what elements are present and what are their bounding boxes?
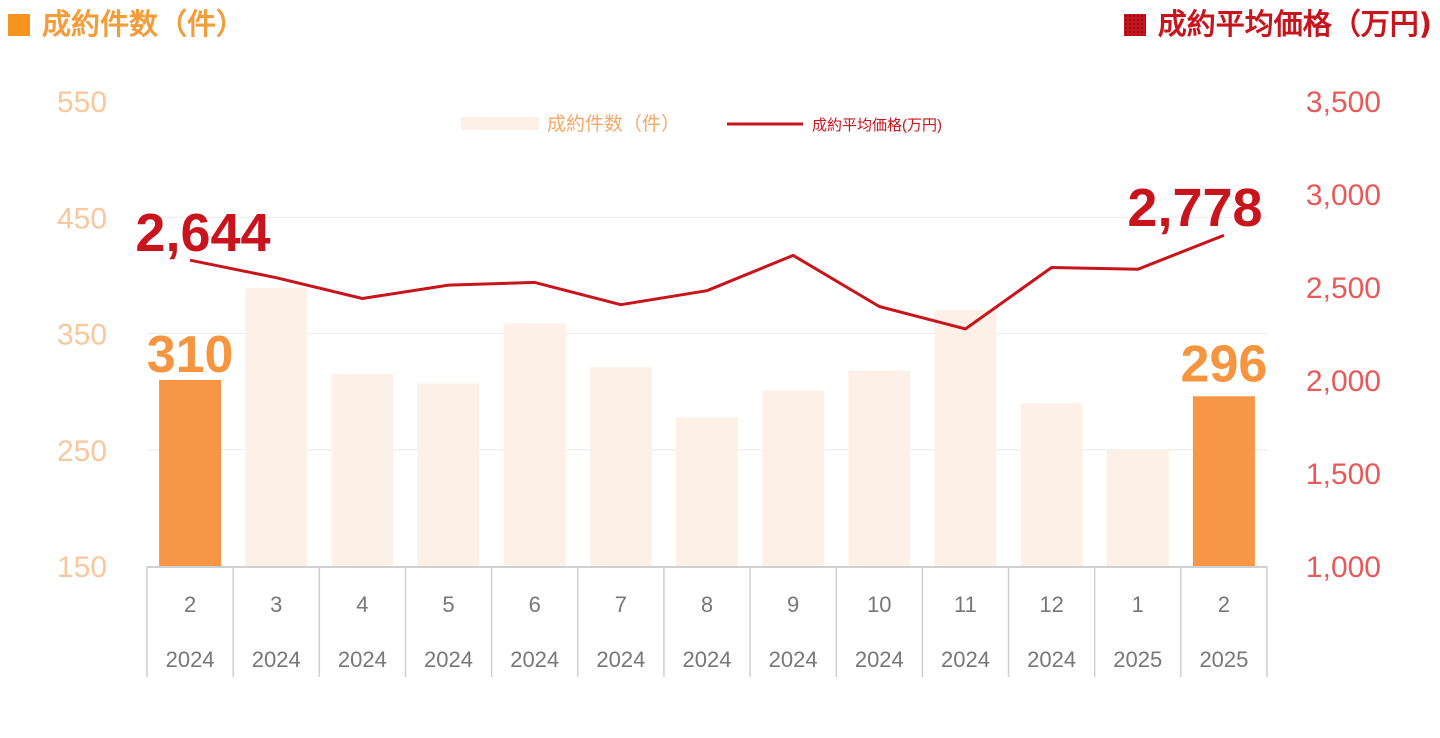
- legend-bar-swatch: [461, 117, 539, 130]
- x-tick-month: 8: [701, 592, 713, 617]
- gridlines: [147, 216, 1267, 451]
- x-tick-month: 2: [184, 592, 196, 617]
- left-tick-label: 550: [57, 86, 107, 119]
- right-tick-label: 2,500: [1306, 272, 1381, 305]
- bar: [762, 390, 825, 566]
- x-tick-month: 12: [1039, 592, 1063, 617]
- bar-callout-last: 296: [1181, 335, 1268, 393]
- x-tick-month: 7: [615, 592, 627, 617]
- x-tick-month: 3: [270, 592, 282, 617]
- bar: [417, 383, 480, 566]
- bar: [848, 370, 911, 566]
- price-line: [189, 233, 1225, 331]
- line-callout-last: 2,778: [1127, 178, 1262, 238]
- x-tick-year: 2024: [252, 647, 301, 672]
- left-tick-label: 350: [57, 319, 107, 352]
- x-tick-month: 11: [954, 592, 977, 617]
- x-tick-month: 4: [356, 592, 368, 617]
- x-tick-month: 6: [529, 592, 541, 617]
- right-axis-title-text: 成約平均価格（万円): [1157, 7, 1432, 41]
- legend-line-label: 成約平均価格(万円): [812, 117, 942, 134]
- x-tick-year: 2024: [510, 647, 559, 672]
- bar: [245, 288, 308, 566]
- right-axis-title: 成約平均価格（万円): [1123, 4, 1432, 44]
- x-tick-year: 2024: [769, 647, 818, 672]
- x-tick-year: 2024: [855, 647, 904, 672]
- x-tick-year: 2024: [1027, 647, 1076, 672]
- x-tick-month: 5: [442, 592, 454, 617]
- left-axis-title: 成約件数（件）: [8, 4, 245, 44]
- callouts: 310 296 2,644 2,778: [135, 178, 1267, 393]
- bar: [934, 310, 997, 566]
- right-tick-label: 2,000: [1306, 365, 1381, 398]
- bar: [331, 374, 394, 566]
- x-axis: 2 2024 3 2024 4 2024 5 2024 6 2024 7 2024 8 2024 9 2024…: [146, 566, 1268, 677]
- legend-bar-label: 成約件数（件）: [547, 113, 680, 135]
- bar: [589, 367, 652, 566]
- bar: [1192, 396, 1255, 566]
- bar: [159, 380, 222, 566]
- x-tick-year: 2024: [596, 647, 645, 672]
- left-axis: 150 250 350 450 550: [57, 86, 107, 584]
- right-tick-label: 3,500: [1306, 86, 1381, 119]
- x-tick-year: 2024: [941, 647, 990, 672]
- line-callout-first: 2,644: [135, 203, 270, 263]
- x-tick-year: 2024: [338, 647, 387, 672]
- bar: [1106, 449, 1169, 566]
- x-tick-month: 10: [867, 592, 891, 617]
- bar: [1020, 403, 1083, 566]
- left-tick-label: 450: [57, 202, 107, 235]
- right-axis: 1,000 1,500 2,000 2,500 3,000 3,500: [1306, 86, 1381, 584]
- bar-series: [159, 288, 1255, 566]
- right-tick-label: 1,000: [1306, 551, 1381, 584]
- x-tick-month: 1: [1132, 592, 1144, 617]
- legend: 成約件数（件） 成約平均価格(万円): [461, 113, 942, 135]
- x-tick-year: 2024: [166, 647, 215, 672]
- left-tick-label: 150: [57, 551, 107, 584]
- x-tick-month: 9: [787, 592, 799, 617]
- bar: [676, 417, 738, 566]
- bar-series-square-icon: [8, 14, 30, 36]
- left-axis-title-text: 成約件数（件）: [42, 7, 246, 41]
- line-series-square-icon: [1123, 14, 1146, 36]
- line-series: [189, 233, 1225, 331]
- right-tick-label: 1,500: [1306, 458, 1381, 491]
- x-tick-year: 2024: [683, 647, 732, 672]
- x-tick-year: 2024: [424, 647, 473, 672]
- x-tick-month: 2: [1218, 592, 1230, 617]
- x-tick-year: 2025: [1113, 647, 1162, 672]
- left-tick-label: 250: [57, 435, 107, 468]
- x-tick-year: 2025: [1199, 647, 1248, 672]
- bar: [503, 323, 566, 566]
- right-tick-label: 3,000: [1306, 179, 1381, 212]
- bar-callout-first: 310: [147, 326, 234, 384]
